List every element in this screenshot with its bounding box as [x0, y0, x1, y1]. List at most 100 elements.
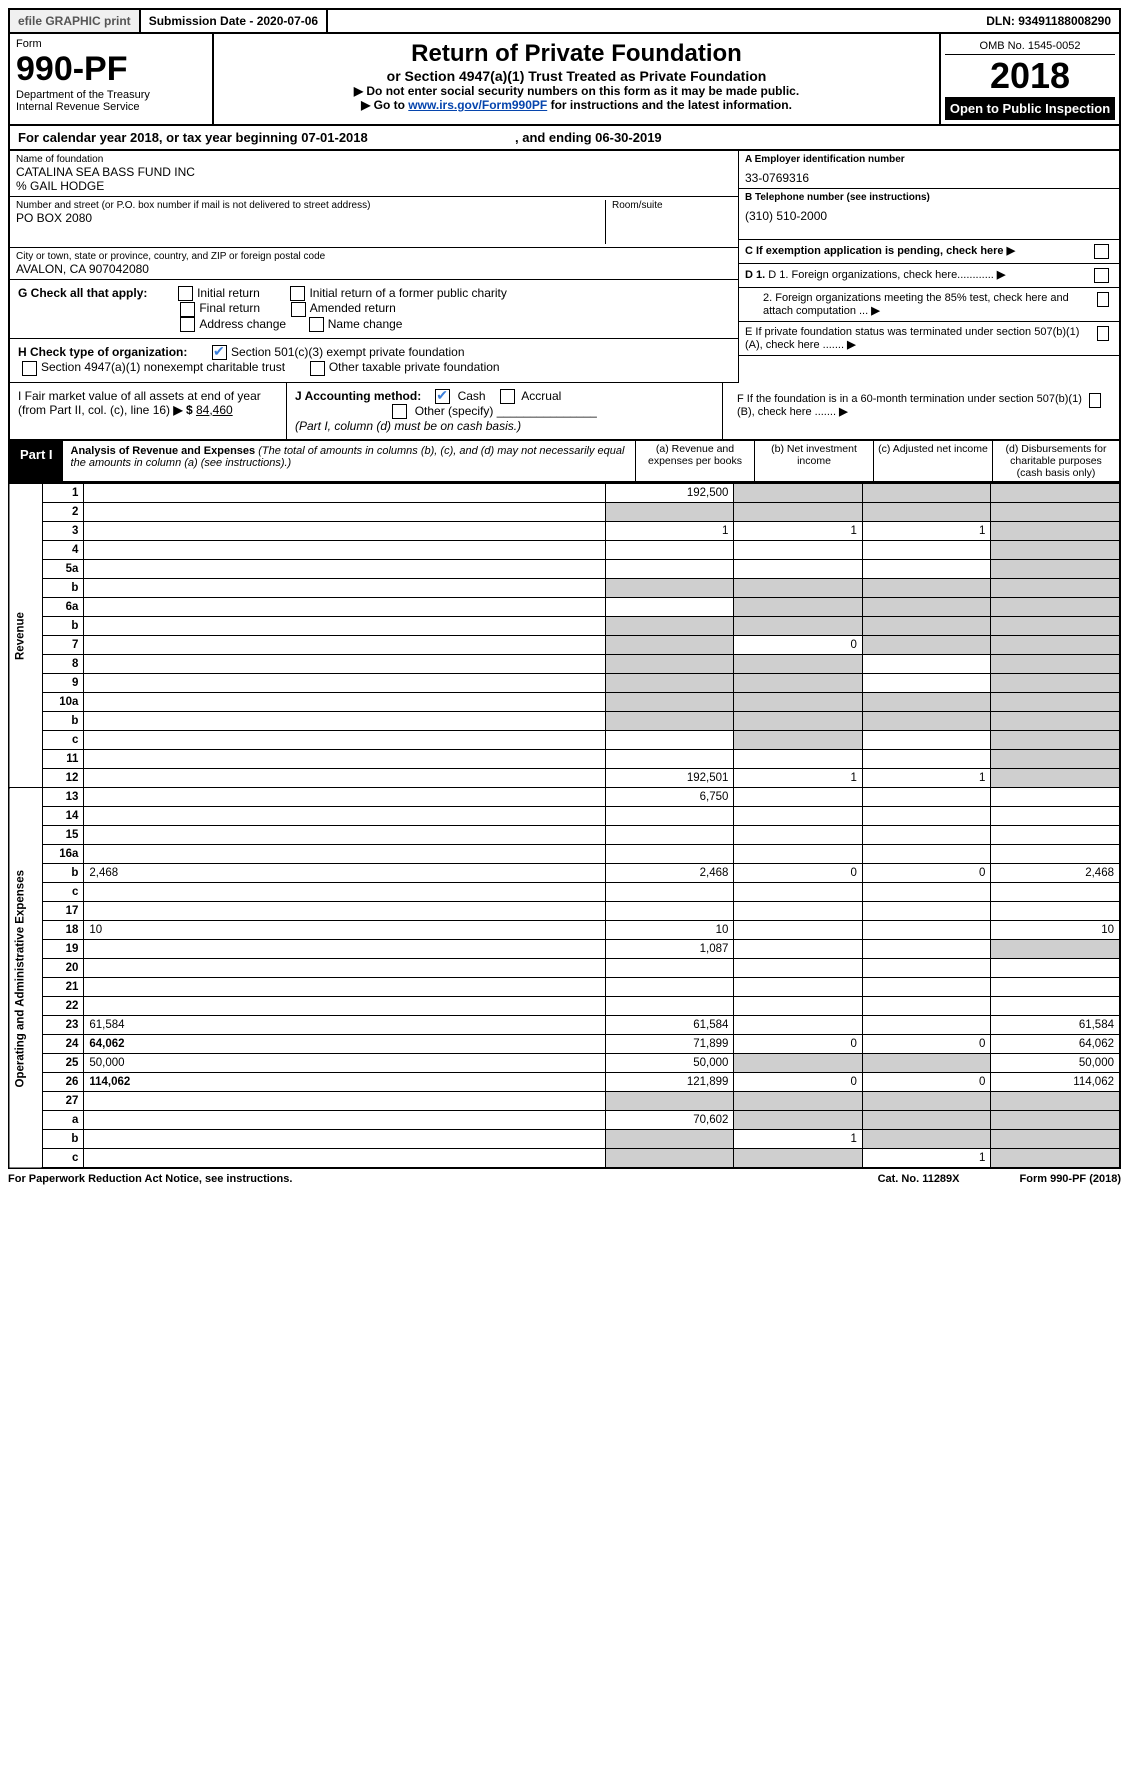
- cell-d: [991, 693, 1120, 712]
- table-row: 16a: [9, 845, 1120, 864]
- cell-a: [605, 655, 734, 674]
- table-row: 9: [9, 674, 1120, 693]
- cell-b: [734, 978, 863, 997]
- g-opt-1: Initial return of a former public charit…: [309, 286, 506, 300]
- col-d-header: (d) Disbursements for charitable purpose…: [992, 441, 1119, 481]
- cell-a: [605, 826, 734, 845]
- chk-c[interactable]: [1094, 244, 1109, 259]
- cell-d: [991, 655, 1120, 674]
- cell-d: [991, 807, 1120, 826]
- g-opt-0: Initial return: [197, 286, 260, 300]
- g-opt-4: Address change: [199, 317, 286, 331]
- chk-e[interactable]: [1097, 326, 1109, 341]
- irs-link[interactable]: www.irs.gov/Form990PF: [408, 98, 547, 112]
- chk-final-return[interactable]: [180, 302, 195, 317]
- cell-a: 10: [605, 921, 734, 940]
- row-num: b: [42, 617, 83, 636]
- chk-initial-return[interactable]: [178, 286, 193, 301]
- subtitle: or Section 4947(a)(1) Trust Treated as P…: [220, 68, 933, 84]
- chk-address-change[interactable]: [180, 317, 195, 332]
- cell-d: [991, 959, 1120, 978]
- dln: DLN: 93491188008290: [978, 10, 1119, 32]
- row-num: 9: [42, 674, 83, 693]
- row-desc: 61,584: [84, 1016, 606, 1035]
- cell-a: [605, 579, 734, 598]
- i-arrow: ▶ $: [173, 403, 192, 417]
- cell-c: [862, 560, 991, 579]
- chk-d1[interactable]: [1094, 268, 1109, 283]
- row-desc: [84, 1111, 606, 1130]
- city: AVALON, CA 907042080: [16, 262, 732, 276]
- cell-a: [605, 674, 734, 693]
- table-row: 14: [9, 807, 1120, 826]
- row-desc: [84, 845, 606, 864]
- c-cell: C If exemption application is pending, c…: [739, 240, 1119, 264]
- col-b-header: (b) Net investment income: [754, 441, 873, 481]
- cell-a: [605, 503, 734, 522]
- cell-c: [862, 978, 991, 997]
- ij-block: I Fair market value of all assets at end…: [8, 383, 1121, 442]
- cell-c: [862, 1092, 991, 1111]
- cell-b: [734, 997, 863, 1016]
- row-num: 25: [42, 1054, 83, 1073]
- row-desc: [84, 617, 606, 636]
- chk-other[interactable]: [392, 404, 407, 419]
- row-num: 21: [42, 978, 83, 997]
- row-num: 4: [42, 541, 83, 560]
- footer-mid: Cat. No. 11289X: [878, 1173, 960, 1185]
- chk-initial-former[interactable]: [290, 286, 305, 301]
- chk-f[interactable]: [1089, 393, 1101, 408]
- chk-4947[interactable]: [22, 361, 37, 376]
- cell-d: [991, 883, 1120, 902]
- cell-c: 0: [862, 1035, 991, 1054]
- row-num: 5a: [42, 560, 83, 579]
- table-row: 21: [9, 978, 1120, 997]
- cell-d: [991, 522, 1120, 541]
- cell-d: [991, 769, 1120, 788]
- chk-cash[interactable]: [435, 389, 450, 404]
- cell-b: [734, 959, 863, 978]
- cell-c: [862, 579, 991, 598]
- row-desc: [84, 769, 606, 788]
- cell-b: [734, 807, 863, 826]
- ein-cell: A Employer identification number 33-0769…: [739, 151, 1119, 189]
- table-row: 10a: [9, 693, 1120, 712]
- table-row: 12192,50111: [9, 769, 1120, 788]
- cell-d: [991, 636, 1120, 655]
- chk-other-taxable[interactable]: [310, 361, 325, 376]
- table-row: 18101010: [9, 921, 1120, 940]
- table-row: 26114,062121,89900114,062: [9, 1073, 1120, 1092]
- cell-b: [734, 1149, 863, 1169]
- table-row: 2361,58461,58461,584: [9, 1016, 1120, 1035]
- row-desc: 2,468: [84, 864, 606, 883]
- row-desc: [84, 807, 606, 826]
- cell-d: [991, 731, 1120, 750]
- cell-a: 6,750: [605, 788, 734, 807]
- cell-a: [605, 693, 734, 712]
- table-row: Revenue1192,500: [9, 484, 1120, 503]
- d1-label: D 1. Foreign organizations, check here..…: [768, 269, 994, 281]
- c-label: C If exemption application is pending, c…: [745, 245, 1004, 257]
- footer-left: For Paperwork Reduction Act Notice, see …: [8, 1173, 292, 1185]
- row-num: b: [42, 579, 83, 598]
- efile-print-button[interactable]: efile GRAPHIC print: [10, 10, 141, 32]
- row-desc: [84, 1092, 606, 1111]
- table-row: 22: [9, 997, 1120, 1016]
- note1: ▶ Do not enter social security numbers o…: [220, 84, 933, 98]
- cell-c: 0: [862, 1073, 991, 1092]
- chk-accrual[interactable]: [500, 389, 515, 404]
- chk-name-change[interactable]: [309, 317, 324, 332]
- cell-a: [605, 978, 734, 997]
- cell-a: 121,899: [605, 1073, 734, 1092]
- cell-b: [734, 883, 863, 902]
- chk-501c3[interactable]: [212, 345, 227, 360]
- row-desc: [84, 636, 606, 655]
- cell-b: [734, 788, 863, 807]
- chk-amended[interactable]: [291, 302, 306, 317]
- h-opt1: Section 501(c)(3) exempt private foundat…: [231, 345, 464, 359]
- table-row: 4: [9, 541, 1120, 560]
- cell-c: [862, 674, 991, 693]
- cell-d: 61,584: [991, 1016, 1120, 1035]
- chk-d2[interactable]: [1097, 292, 1109, 307]
- row-num: 22: [42, 997, 83, 1016]
